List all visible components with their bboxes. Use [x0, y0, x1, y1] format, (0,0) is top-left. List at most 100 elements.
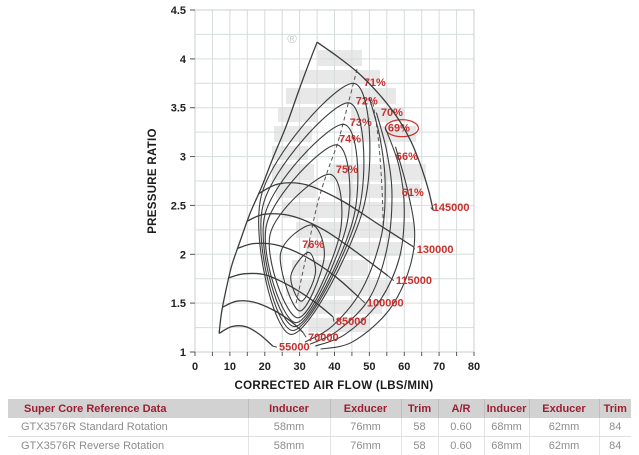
- surge-line: [218, 41, 318, 334]
- efficiency-contour-70: [304, 97, 386, 343]
- cell-model: GTX3576R Standard Rotation: [8, 418, 249, 437]
- efficiency-locus-dashed: [295, 68, 358, 304]
- speed-label-leader: [430, 207, 434, 211]
- speed-line-130000: [258, 182, 414, 248]
- speed-label-leader: [358, 296, 366, 304]
- x-tick-label: 30: [293, 361, 305, 373]
- efficiency-label-76: 76%: [302, 239, 324, 251]
- efficiency-island-74: [264, 144, 351, 324]
- col-header-title: Super Core Reference Data: [8, 399, 249, 418]
- efficiency-label-69: 69%: [388, 123, 410, 135]
- table-cell: 76mm: [330, 418, 402, 437]
- table-cell: 58: [401, 436, 439, 455]
- efficiency-island-73: [262, 123, 359, 328]
- compressor-map-chart: PRESSURE RATIO CORRECTED AIR FLOW (LBS/M…: [147, 5, 480, 392]
- registered-trademark-icon: ®: [287, 31, 297, 46]
- table-cell: 84: [599, 418, 631, 437]
- table-row: GTX3576R Standard Rotation 58mm 76mm 58 …: [8, 418, 631, 437]
- efficiency-island-75: [268, 173, 343, 319]
- y-tick-label: 3: [180, 152, 186, 164]
- table-header-row: Super Core Reference Data Inducer Exduce…: [8, 399, 631, 418]
- col-header-inducer-1: Inducer: [248, 399, 331, 418]
- col-header-ar: A/R: [438, 399, 485, 418]
- y-tick-label: 4: [180, 54, 187, 66]
- speed-line-100000: [237, 242, 360, 298]
- x-tick-label: 60: [398, 361, 410, 373]
- table-cell: 68mm: [484, 418, 530, 437]
- y-tick-label: 3.5: [171, 103, 186, 115]
- x-tick-label: 20: [259, 361, 271, 373]
- x-tick-label: 40: [328, 361, 340, 373]
- y-tick-label: 4.5: [171, 5, 186, 17]
- col-header-trim-2: Trim: [599, 399, 631, 418]
- watermark-logo-block: [274, 126, 312, 142]
- efficiency-island-76: [279, 224, 325, 312]
- efficiency-label-70: 70%: [381, 107, 403, 119]
- x-axis-title: CORRECTED AIR FLOW (LBS/MIN): [235, 380, 434, 392]
- table-cell: 84: [599, 436, 631, 455]
- speed-line-85000: [229, 272, 334, 318]
- watermark-logo-block: [286, 88, 396, 104]
- table-cell: 58mm: [248, 418, 331, 437]
- efficiency-contour-61: [320, 146, 416, 350]
- table-cell: 58mm: [248, 436, 331, 455]
- speed-label-70000: 70000: [308, 332, 339, 344]
- speed-label-leader: [302, 332, 307, 338]
- table-cell: 68mm: [484, 436, 530, 455]
- watermark-logo-block: [300, 70, 380, 84]
- watermark-logo-block: [308, 318, 370, 332]
- x-tick-label: 10: [224, 361, 236, 373]
- col-header-trim-1: Trim: [401, 399, 439, 418]
- speed-label-leader: [272, 345, 278, 348]
- speed-line-55000: [218, 325, 274, 347]
- watermark-logo-block: [352, 108, 404, 122]
- x-tick-label: 50: [363, 361, 375, 373]
- efficiency-label-61: 61%: [402, 187, 424, 199]
- speed-label-leader: [332, 316, 335, 322]
- speed-label-leader: [412, 246, 416, 250]
- y-tick-label: 1.5: [171, 298, 186, 310]
- y-axis-title: PRESSURE RATIO: [147, 128, 159, 234]
- efficiency-label-75: 75%: [336, 164, 358, 176]
- watermark-logo-block: [282, 202, 410, 218]
- x-tick-label: 80: [468, 361, 480, 373]
- table-cell: 62mm: [529, 436, 600, 455]
- y-tick-label: 2: [180, 249, 186, 261]
- watermark-logo-block: [278, 108, 318, 122]
- efficiency-island-72: [260, 102, 365, 332]
- table-row: GTX3576R Reverse Rotation 58mm 76mm 58 0…: [8, 436, 631, 455]
- col-header-exducer-1: Exducer: [330, 399, 402, 418]
- speed-label-130000: 130000: [417, 244, 454, 256]
- compressor-map-svg: PRESSURE RATIO CORRECTED AIR FLOW (LBS/M…: [147, 5, 480, 392]
- efficiency-label-72: 72%: [356, 95, 378, 107]
- table-cell: 0.60: [438, 436, 485, 455]
- y-tick-label: 2.5: [171, 200, 186, 212]
- efficiency-label-74: 74%: [339, 134, 361, 146]
- efficiency-contour-69: [309, 112, 393, 345]
- watermark-logo-block: [292, 260, 368, 276]
- speed-label-100000: 100000: [367, 298, 404, 310]
- speed-label-85000: 85000: [336, 316, 367, 328]
- speed-label-115000: 115000: [396, 275, 432, 287]
- x-tick-label: 70: [433, 361, 445, 373]
- speed-label-leader: [387, 275, 395, 282]
- speed-line-70000: [222, 300, 304, 333]
- reference-table: Super Core Reference Data Inducer Exduce…: [8, 399, 631, 455]
- table-cell: 58: [401, 418, 439, 437]
- cell-model: GTX3576R Reverse Rotation: [8, 436, 249, 455]
- col-header-exducer-2: Exducer: [529, 399, 600, 418]
- y-tick-label: 1: [180, 347, 186, 359]
- speed-label-55000: 55000: [279, 342, 310, 354]
- col-header-inducer-2: Inducer: [484, 399, 530, 418]
- table-cell: 62mm: [529, 418, 600, 437]
- efficiency-island: [290, 251, 317, 302]
- efficiency-island-71: [258, 82, 371, 335]
- watermark-logo-block: [306, 242, 402, 256]
- table-cell: 76mm: [330, 436, 402, 455]
- speed-label-145000: 145000: [433, 202, 470, 214]
- efficiency-contour-66: [315, 127, 405, 347]
- table-cell: 0.60: [438, 418, 485, 437]
- speed-line-145000: [316, 41, 434, 211]
- x-tick-label: 0: [192, 361, 198, 373]
